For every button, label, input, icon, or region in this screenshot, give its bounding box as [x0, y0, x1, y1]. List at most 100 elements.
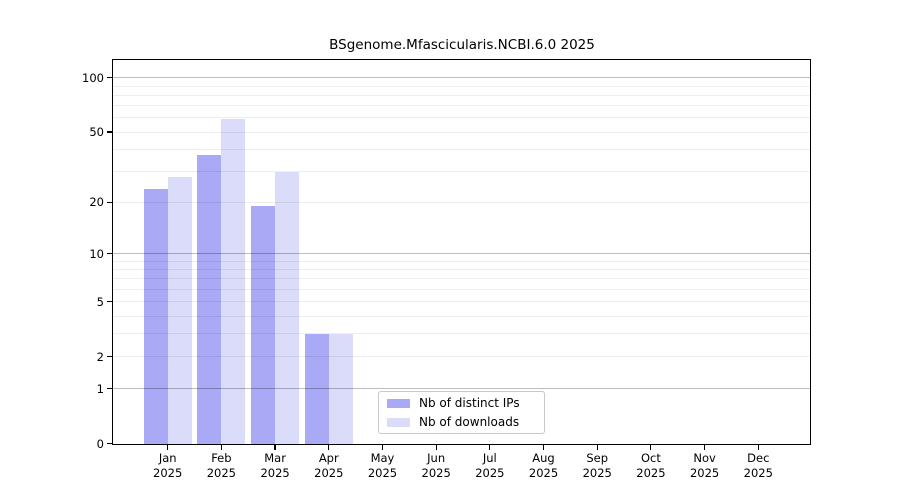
- y-tick-label: 1: [96, 381, 104, 396]
- x-tick-label: Dec 2025: [726, 451, 790, 481]
- x-tick: [542, 445, 545, 451]
- y-tick: [106, 77, 112, 79]
- y-tick: [106, 131, 112, 133]
- x-tick: [274, 445, 276, 451]
- bar-feb-ips: [197, 155, 222, 444]
- x-tick: [596, 445, 598, 451]
- x-tick-label: Nov 2025: [673, 451, 737, 481]
- legend-label: Nb of downloads: [419, 414, 520, 429]
- bar-jan-downloads: [167, 176, 192, 444]
- legend-swatch: [387, 398, 410, 408]
- x-tick: [328, 445, 330, 451]
- x-tick-year: 2025: [206, 466, 237, 480]
- gridline-minor: [113, 201, 810, 203]
- y-tick: [106, 356, 112, 358]
- gridline-minor: [113, 117, 810, 119]
- x-tick-label: Oct 2025: [619, 451, 683, 481]
- gridline-minor: [113, 288, 810, 290]
- y-tick: [106, 388, 112, 390]
- gridline-minor: [113, 269, 810, 271]
- gridline-minor: [113, 171, 810, 173]
- x-tick-label: Jun 2025: [404, 451, 468, 481]
- x-tick-month: Oct: [640, 451, 661, 465]
- x-tick: [167, 445, 169, 451]
- gridline-minor: [113, 148, 810, 150]
- legend: Nb of distinct IPs Nb of downloads: [378, 391, 545, 434]
- x-tick-label: Feb 2025: [189, 451, 253, 481]
- x-tick-label: Jan 2025: [136, 451, 200, 481]
- x-tick: [381, 445, 384, 451]
- x-tick-month: Aug: [532, 451, 555, 465]
- bar-mar-downloads: [275, 171, 300, 444]
- x-tick-month: May: [370, 451, 395, 465]
- bar-apr-downloads: [328, 333, 353, 444]
- y-tick-label: 20: [89, 195, 104, 210]
- x-tick: [757, 445, 759, 451]
- y-tick-label: 5: [96, 294, 104, 309]
- y-tick-label: 10: [89, 246, 104, 261]
- gridline-minor: [113, 85, 810, 87]
- gridline-minor: [113, 260, 810, 262]
- x-tick-month: Jun: [427, 451, 446, 465]
- x-tick: [489, 445, 491, 451]
- legend-swatch: [387, 417, 410, 427]
- bar-feb-downloads: [221, 119, 246, 444]
- x-tick-year: 2025: [528, 466, 559, 480]
- x-tick-year: 2025: [475, 466, 505, 480]
- x-tick-year: 2025: [743, 466, 773, 480]
- x-tick: [435, 445, 437, 451]
- gridline-minor: [113, 333, 810, 335]
- x-tick: [704, 445, 706, 451]
- gridline-minor: [113, 356, 810, 358]
- y-tick-label: 100: [82, 70, 104, 85]
- x-tick-label: Jul 2025: [458, 451, 522, 481]
- y-tick: [106, 301, 112, 303]
- legend-item: Nb of distinct IPs: [387, 395, 544, 411]
- legend-label: Nb of distinct IPs: [419, 395, 520, 410]
- gridline-minor: [113, 131, 810, 133]
- x-tick-month: Feb: [211, 451, 232, 465]
- legend-item: Nb of downloads: [387, 414, 544, 430]
- x-tick-label: Aug 2025: [512, 451, 576, 481]
- bar-apr-ips: [304, 333, 329, 444]
- x-tick-label: Sep 2025: [565, 451, 629, 481]
- x-tick-month: Dec: [747, 451, 770, 465]
- gridline-minor: [113, 301, 810, 303]
- x-tick-month: Nov: [693, 451, 716, 465]
- gridline-major: [113, 388, 810, 390]
- x-tick-month: Jan: [158, 451, 177, 465]
- x-tick-year: 2025: [153, 466, 183, 480]
- bar-jan-ips: [143, 188, 168, 444]
- x-tick-month: Mar: [264, 451, 286, 465]
- gridline-major: [113, 77, 810, 79]
- x-tick: [650, 445, 652, 451]
- x-tick-month: Sep: [586, 451, 609, 465]
- x-tick-year: 2025: [314, 466, 344, 480]
- gridline-minor: [113, 278, 810, 280]
- bar-mar-ips: [251, 206, 276, 444]
- x-tick-label: Apr 2025: [297, 451, 361, 481]
- x-tick-year: 2025: [421, 466, 451, 480]
- x-tick-year: 2025: [636, 466, 666, 480]
- gridline-major: [113, 253, 810, 255]
- chart-title: BSgenome.Mfascicularis.NCBI.6.0 2025: [329, 37, 595, 53]
- y-tick: [106, 443, 112, 445]
- y-tick-label: 2: [96, 349, 104, 364]
- y-tick-label: 50: [89, 125, 104, 140]
- x-tick-month: Jul: [482, 451, 497, 465]
- gridline-minor: [113, 94, 810, 96]
- x-tick-label: May 2025: [350, 451, 414, 481]
- x-tick-label: Mar 2025: [243, 451, 307, 481]
- y-tick: [106, 201, 112, 203]
- x-tick-year: 2025: [367, 466, 398, 480]
- y-tick: [106, 253, 112, 255]
- x-tick-month: Apr: [318, 451, 339, 465]
- gridline-minor: [113, 315, 810, 317]
- x-tick-year: 2025: [689, 466, 720, 480]
- y-tick-label: 0: [96, 436, 104, 451]
- x-tick: [220, 445, 222, 451]
- x-tick-year: 2025: [582, 466, 612, 480]
- gridline-minor: [113, 105, 810, 107]
